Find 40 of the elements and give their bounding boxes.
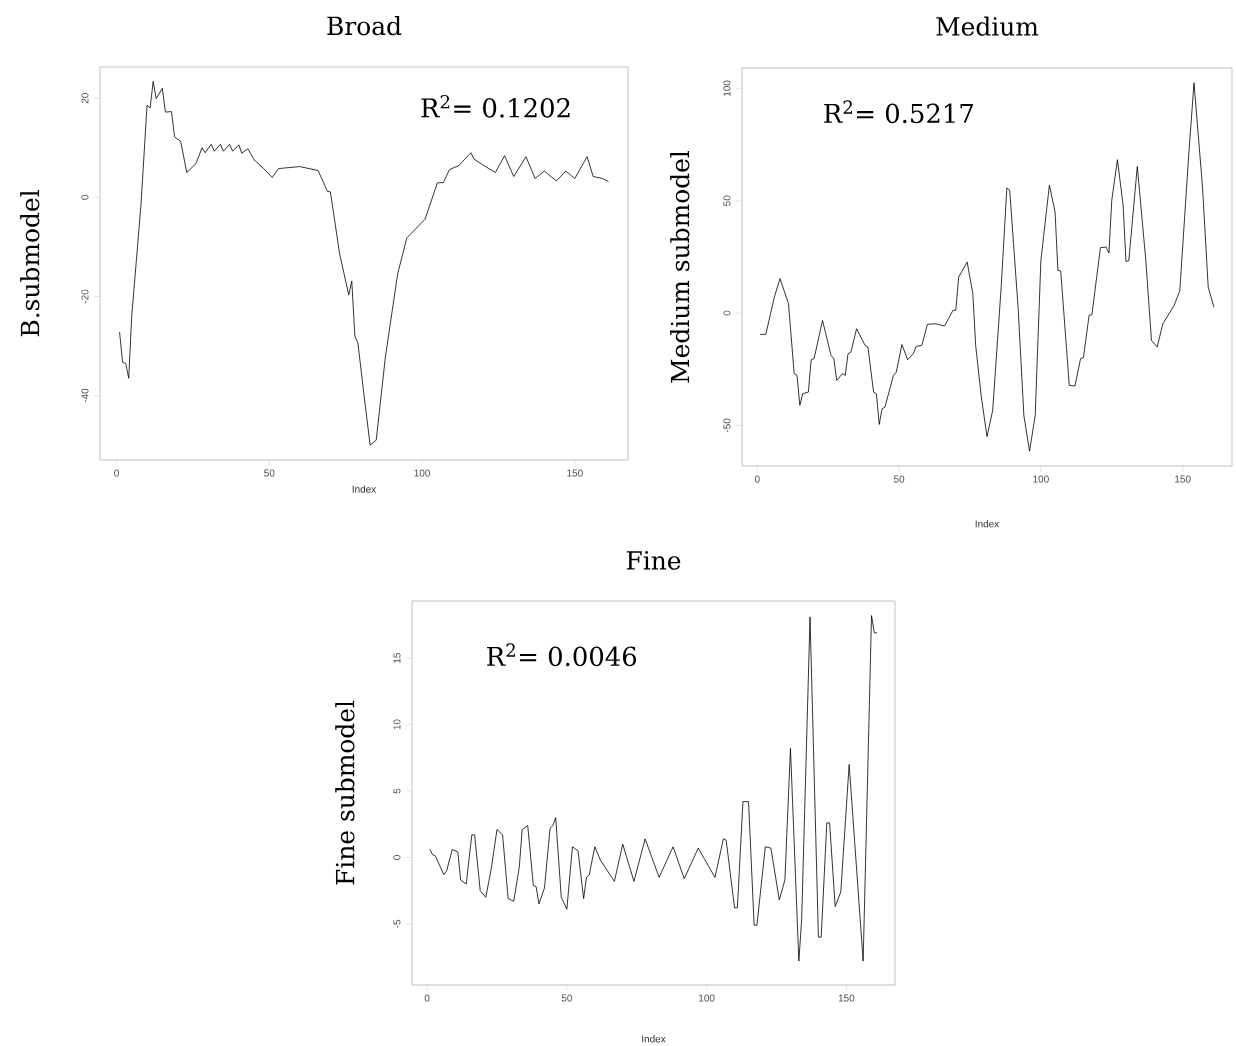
x-tick-label: 50 [893, 475, 905, 483]
x-tick-label: 50 [264, 469, 275, 477]
x-tick-label: 150 [567, 469, 583, 477]
x-tick-label: 100 [1033, 475, 1049, 483]
x-tick-label: 50 [561, 994, 573, 1002]
y-tick-label: 0 [393, 855, 401, 860]
x-axis-title: Index [352, 485, 377, 493]
y-axis-title: Medium submodel [670, 151, 690, 383]
y-tick-label: 15 [393, 653, 401, 664]
chart-title: Fine [626, 551, 681, 570]
y-axis-title: Fine submodel [335, 700, 355, 885]
y-axis-title: B.submodel [20, 190, 40, 337]
y-tick-label: 10 [393, 719, 401, 730]
y-tick-label: -40 [81, 388, 89, 403]
x-tick-label: 0 [424, 994, 430, 1002]
y-tick-label: 0 [723, 310, 731, 316]
y-tick-label: 100 [723, 80, 731, 97]
y-tick-label: -5 [393, 919, 401, 928]
y-tick-label: 0 [81, 195, 89, 200]
y-tick-label: 50 [723, 195, 731, 206]
y-tick-label: 20 [81, 93, 89, 104]
x-tick-label: 100 [414, 469, 430, 477]
x-tick-label: 100 [699, 994, 715, 1002]
annotation: R$^{2}$= 0.5217 [824, 100, 973, 124]
x-tick-label: 150 [838, 994, 855, 1002]
line-series [429, 615, 878, 962]
x-tick-label: 0 [754, 475, 760, 483]
chart-title: Broad [327, 16, 402, 36]
x-axis-title: Index [975, 520, 1000, 528]
line-series [759, 82, 1215, 452]
x-tick-label: 150 [1175, 475, 1191, 483]
y-tick-label: -50 [723, 418, 731, 433]
x-axis-title: Index [642, 1035, 666, 1043]
annotation: R$^{2}$= 0.0046 [487, 643, 637, 667]
x-tick-label: 0 [114, 469, 119, 477]
chart-title: Medium [936, 16, 1039, 36]
y-tick-label: -20 [81, 289, 89, 304]
line-series [119, 81, 609, 446]
annotation: R$^{2}$= 0.1202 [421, 95, 570, 118]
y-tick-label: 5 [393, 788, 401, 794]
